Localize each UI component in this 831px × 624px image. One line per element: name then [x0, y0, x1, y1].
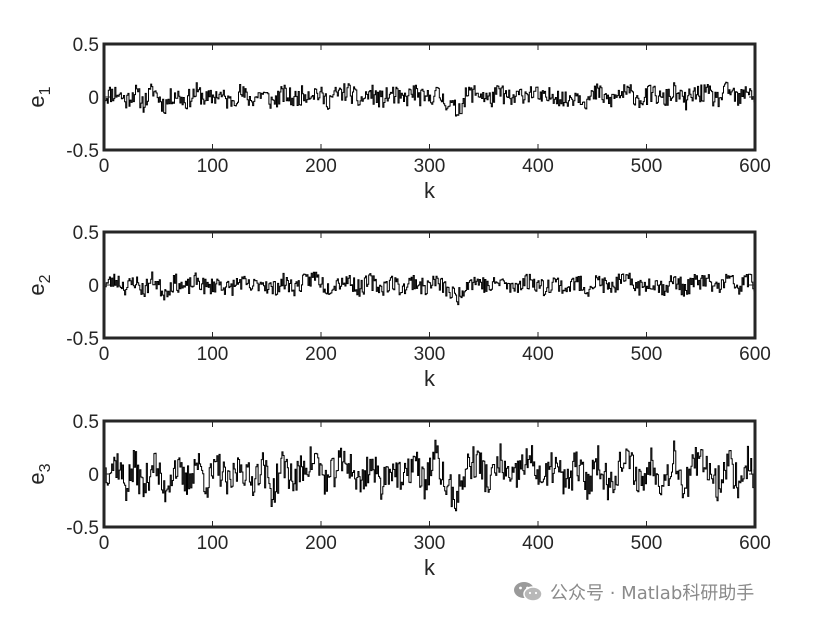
x-tick-label: 500	[631, 533, 663, 554]
y-tick-label: 0.5	[73, 223, 99, 244]
wechat-icon	[514, 582, 543, 602]
y-tick-label: 0.5	[73, 412, 99, 433]
x-tick-label: 300	[414, 533, 446, 554]
y-tick-label: -0.5	[66, 141, 99, 162]
axes-box	[102, 419, 757, 529]
watermark-text: 公众号 · Matlab科研助手	[550, 583, 755, 604]
series-line-e3	[104, 439, 755, 512]
x-axis-label: k	[424, 178, 436, 203]
x-tick-label: 400	[522, 156, 554, 177]
y-tick-label: -0.5	[66, 518, 99, 539]
x-tick-label: 0	[99, 533, 110, 554]
y-tick-label: 0	[88, 465, 99, 486]
axes-box	[102, 230, 757, 340]
x-tick-label: 0	[99, 156, 110, 177]
y-tick-label: 0	[88, 276, 99, 297]
x-tick-label: 600	[739, 156, 771, 177]
watermark: 公众号 · Matlab科研助手	[512, 578, 754, 606]
x-axis-label: k	[424, 555, 436, 580]
y-tick-label: 0.5	[73, 35, 99, 56]
x-tick-label: 200	[305, 344, 337, 365]
x-tick-label: 400	[522, 344, 554, 365]
x-tick-label: 600	[739, 344, 771, 365]
axes-box	[102, 42, 757, 152]
series-line-e1	[104, 81, 755, 117]
y-axis-label: e3	[24, 463, 54, 484]
y-tick-label: 0	[88, 88, 99, 109]
y-axis-label: e2	[24, 274, 54, 295]
x-tick-label: 300	[414, 156, 446, 177]
y-tick-label: -0.5	[66, 329, 99, 350]
y-axis-label: e1	[24, 86, 54, 107]
x-axis-label: k	[424, 366, 436, 391]
x-tick-label: 0	[99, 344, 110, 365]
x-tick-label: 600	[739, 533, 771, 554]
x-tick-label: 300	[414, 344, 446, 365]
x-tick-label: 500	[631, 344, 663, 365]
series-line-e2	[104, 271, 755, 306]
x-tick-label: 500	[631, 156, 663, 177]
x-tick-label: 200	[305, 156, 337, 177]
x-tick-label: 400	[522, 533, 554, 554]
x-tick-label: 100	[197, 344, 229, 365]
x-tick-label: 100	[197, 156, 229, 177]
x-tick-label: 200	[305, 533, 337, 554]
x-tick-label: 100	[197, 533, 229, 554]
